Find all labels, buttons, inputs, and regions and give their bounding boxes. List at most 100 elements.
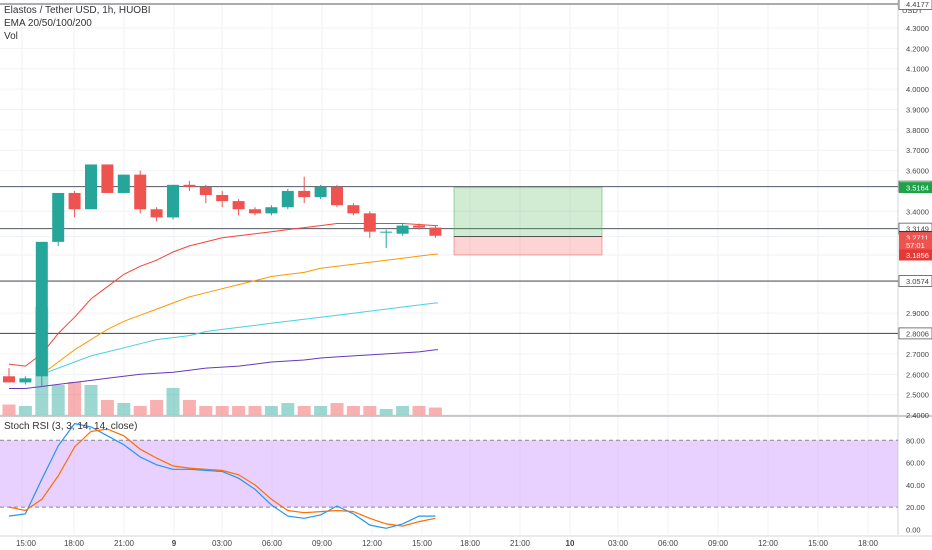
time-tick-label[interactable]: 9 bbox=[172, 539, 177, 548]
price-tick-label: 3.4000 bbox=[906, 207, 929, 216]
time-tick-label[interactable]: 15:00 bbox=[808, 539, 829, 548]
time-tick-label[interactable]: 09:00 bbox=[312, 539, 333, 548]
candle-body bbox=[183, 184, 196, 187]
volume-bar bbox=[166, 388, 180, 415]
volume-bar bbox=[281, 403, 295, 415]
candle-body bbox=[249, 209, 261, 214]
horizontal-levels bbox=[0, 3, 898, 334]
volume-bar bbox=[297, 406, 311, 415]
volume-bar bbox=[215, 406, 229, 415]
candle[interactable] bbox=[183, 180, 196, 191]
time-axis[interactable]: 15:00 18:00 21:00 9 03:00 06:00 09:00 12:00 15:0… bbox=[16, 539, 879, 548]
candles[interactable] bbox=[3, 164, 442, 387]
candle[interactable] bbox=[3, 368, 15, 383]
vol-legend[interactable]: Vol bbox=[4, 31, 18, 42]
volume-bar bbox=[2, 404, 16, 415]
symbol-title[interactable]: Elastos / Tether USD, 1h, HUOBI bbox=[4, 5, 151, 16]
volume-bar bbox=[428, 407, 442, 415]
price-tick-label: 3.6000 bbox=[906, 167, 929, 176]
candle-body bbox=[347, 205, 360, 214]
long-position-tool[interactable] bbox=[453, 187, 603, 256]
candle[interactable] bbox=[396, 223, 409, 236]
candle[interactable] bbox=[68, 190, 81, 218]
candle[interactable] bbox=[150, 207, 163, 222]
candle[interactable] bbox=[19, 376, 32, 385]
time-tick-label[interactable]: 15:00 bbox=[16, 539, 37, 548]
volume-bar bbox=[412, 406, 426, 415]
candle-body bbox=[85, 164, 97, 210]
ema20-line bbox=[8, 223, 438, 367]
candle[interactable] bbox=[101, 164, 114, 193]
price-tick-label: 4.3000 bbox=[906, 24, 929, 33]
candle-body bbox=[331, 186, 343, 206]
time-tick-label[interactable]: 18:00 bbox=[858, 539, 879, 548]
time-tick-label[interactable]: 03:00 bbox=[608, 539, 629, 548]
volume-bar bbox=[150, 400, 164, 415]
candle[interactable] bbox=[134, 170, 147, 214]
level-badge bbox=[898, 275, 932, 287]
stoch-tick-label: 60.00 bbox=[906, 459, 925, 468]
candle[interactable] bbox=[363, 211, 376, 238]
time-tick-label[interactable]: 18:00 bbox=[460, 539, 481, 548]
stoch-rsi-legend[interactable]: Stoch RSI (3, 3, 14, 14, close) bbox=[4, 421, 138, 432]
time-tick-label[interactable]: 21:00 bbox=[114, 539, 135, 548]
candle[interactable] bbox=[232, 199, 245, 216]
price-tick-label: 3.3149 bbox=[906, 225, 929, 234]
candle[interactable] bbox=[199, 184, 212, 204]
candle[interactable] bbox=[331, 184, 343, 208]
candle[interactable] bbox=[265, 205, 278, 216]
candle[interactable] bbox=[249, 207, 261, 216]
price-tick-label: 2.9000 bbox=[906, 309, 929, 318]
time-tick-label[interactable]: 06:00 bbox=[262, 539, 283, 548]
candle[interactable] bbox=[347, 203, 360, 216]
candle-body bbox=[298, 190, 311, 198]
candle-body bbox=[380, 231, 393, 233]
stoch-d-line bbox=[8, 428, 436, 527]
time-tick-label[interactable]: 06:00 bbox=[658, 539, 679, 548]
price-badge-label: 3.5164 bbox=[906, 184, 929, 193]
candle-body bbox=[68, 192, 81, 210]
candle-body bbox=[199, 186, 212, 196]
candle-body bbox=[19, 378, 32, 383]
candle[interactable] bbox=[298, 176, 311, 204]
ema-legend[interactable]: EMA 20/50/100/200 bbox=[4, 18, 92, 29]
candle[interactable] bbox=[429, 225, 442, 238]
price-tick-label: 2.4000 bbox=[906, 411, 929, 420]
candle-body bbox=[429, 227, 442, 236]
candle[interactable] bbox=[380, 229, 393, 248]
candle[interactable] bbox=[314, 184, 327, 200]
time-tick-label[interactable]: 15:00 bbox=[412, 539, 433, 548]
time-tick-label[interactable]: 03:00 bbox=[212, 539, 233, 548]
time-tick-label[interactable]: 12:00 bbox=[362, 539, 383, 548]
time-tick-label[interactable]: 18:00 bbox=[64, 539, 85, 548]
candle[interactable] bbox=[85, 164, 97, 210]
price-badge bbox=[899, 239, 932, 251]
price-badge bbox=[899, 232, 932, 244]
ema100-line bbox=[41, 302, 438, 375]
candle[interactable] bbox=[117, 174, 130, 193]
volume-bar bbox=[117, 403, 131, 415]
time-tick-label[interactable]: 10 bbox=[566, 539, 575, 548]
price-tick-label: 4.1000 bbox=[906, 65, 929, 74]
candle[interactable] bbox=[52, 192, 65, 246]
time-tick-label[interactable]: 09:00 bbox=[708, 539, 729, 548]
time-tick-label[interactable]: 21:00 bbox=[510, 539, 531, 548]
candle-body bbox=[281, 190, 294, 208]
time-tick-label[interactable]: 12:00 bbox=[758, 539, 779, 548]
ema200-line bbox=[9, 349, 438, 389]
price-badge-label: 3.1856 bbox=[906, 251, 929, 260]
ema-lines bbox=[8, 223, 438, 389]
candle[interactable] bbox=[413, 223, 425, 230]
candle[interactable] bbox=[35, 241, 48, 387]
candle-body bbox=[396, 225, 409, 234]
candle-body bbox=[314, 186, 327, 198]
stop-zone[interactable] bbox=[453, 236, 603, 256]
profit-zone[interactable] bbox=[453, 187, 603, 238]
volume-bar bbox=[51, 385, 65, 415]
candle[interactable] bbox=[281, 188, 294, 210]
candle[interactable] bbox=[167, 184, 179, 220]
candle[interactable] bbox=[216, 190, 229, 208]
